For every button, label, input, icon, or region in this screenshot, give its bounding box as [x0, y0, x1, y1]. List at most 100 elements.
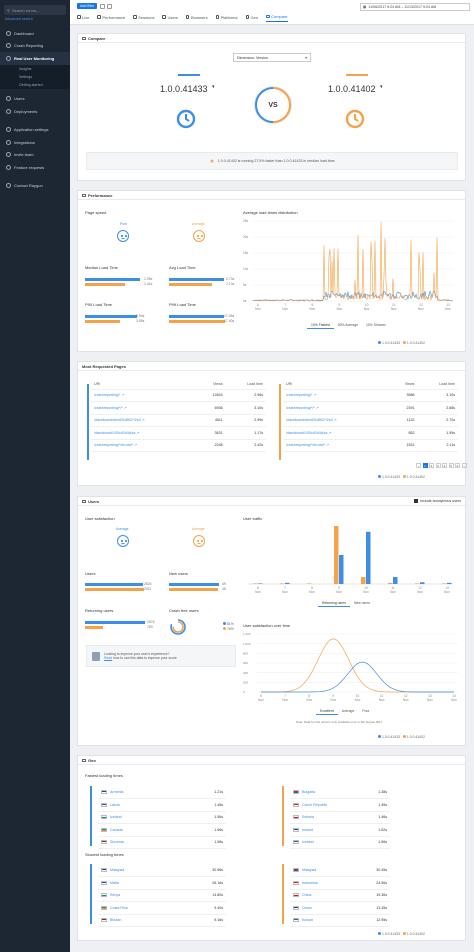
external-link-icon[interactable]: ↗ — [328, 430, 332, 435]
sat-tab-average[interactable]: Average — [341, 709, 355, 713]
tab-users[interactable]: Users — [162, 14, 178, 22]
page-button[interactable]: 2 — [429, 463, 434, 468]
uri-link[interactable]: /crashreporting/*/* — [286, 405, 315, 410]
sidebar-item-contact[interactable]: Contact Raygun — [0, 180, 70, 193]
dist-tab-fastest[interactable]: 10% Fastest — [307, 322, 334, 329]
tab-live[interactable]: Live — [77, 14, 89, 22]
traffic-tab-returning[interactable]: Returning users — [318, 600, 350, 607]
x-tick-label: 13 — [428, 694, 432, 698]
external-link-icon[interactable]: ↗ — [121, 393, 125, 398]
tab-geo[interactable]: Geo — [245, 14, 258, 22]
external-link-icon[interactable]: ↗ — [326, 443, 330, 448]
country-link[interactable]: Bulgaria — [302, 789, 316, 794]
country-link[interactable]: Iceland — [302, 840, 314, 845]
include-anon-toggle[interactable]: Include anonymous users — [414, 499, 461, 503]
sidebar-item-feature-requests[interactable]: Feature requests — [0, 161, 70, 174]
next-page-button[interactable]: › — [461, 463, 467, 468]
version-b-dropdown[interactable]: ▾ — [380, 84, 383, 90]
sat-tab-poor[interactable]: Poor — [362, 709, 370, 713]
tab-platforms[interactable]: Platforms — [215, 14, 238, 22]
add-filter-button[interactable]: Add filter — [77, 3, 98, 9]
crash-free-a: 81% — [223, 622, 234, 626]
x-tick-month: Nov — [336, 590, 342, 594]
page-button[interactable]: 4 — [442, 463, 447, 468]
sidebar-item-invite-team[interactable]: Invite team — [0, 149, 70, 162]
country-link[interactable]: Canada — [110, 827, 123, 832]
country-link[interactable]: Costa Rica — [110, 905, 128, 910]
country-link[interactable]: Bhutan — [110, 918, 122, 923]
external-link-icon[interactable]: ↗ — [313, 393, 317, 398]
page-button[interactable]: 6 — [455, 463, 460, 468]
dist-tab-slowest[interactable]: 10% Slowest — [365, 323, 386, 327]
external-link-icon[interactable]: ↗ — [315, 405, 319, 410]
country-link[interactable]: China — [302, 893, 312, 898]
table-row: /dashboard/100cd2d4d/cs ↗ 3631 1.17s — [91, 426, 266, 440]
uri-link[interactable]: /dashboard/ahe83hdfk3?/2e4 — [286, 418, 333, 423]
sidebar-item-rum[interactable]: Real User Monitoring — [0, 52, 70, 65]
country-link[interactable]: Estonia — [302, 815, 314, 820]
x-tick-label: 10 — [364, 586, 368, 590]
uri-link[interactable]: /crashreporting/* — [286, 393, 313, 398]
country-link[interactable]: Latvia — [110, 802, 120, 807]
page-button[interactable]: 1 — [422, 463, 428, 468]
country-link[interactable]: Kenya — [110, 893, 121, 898]
sidebar-item-app-settings[interactable]: Application settings — [0, 124, 70, 137]
tab-browsers[interactable]: Browsers — [185, 14, 208, 22]
sidebar-sub-getting-started[interactable]: Getting started — [19, 82, 43, 87]
sidebar-item-dashboard[interactable]: Dashboard — [0, 27, 70, 40]
country-link[interactable]: Slovenia — [110, 840, 124, 845]
sidebar-item-crash-reporting[interactable]: Crash Reporting — [0, 40, 70, 53]
sat-tab-excellent[interactable]: Excellent — [316, 708, 338, 715]
sidebar-sub-settings[interactable]: Settings — [19, 74, 32, 79]
date-range-picker[interactable]: ▦ 11/06/2017 9:24 AM – 11/13/2017 9:24 A… — [360, 3, 470, 11]
external-link-icon[interactable]: ↗ — [123, 405, 127, 410]
uri-link[interactable]: /dashboard/100cd2d4d/cs — [286, 430, 328, 435]
country-link[interactable]: Indonesia — [302, 880, 318, 885]
dist-tab-average[interactable]: 80% Average — [337, 323, 358, 327]
external-link-icon[interactable]: ↗ — [141, 418, 145, 423]
country-link[interactable]: Malta — [110, 880, 119, 885]
page-button[interactable]: 3 — [435, 463, 441, 468]
advanced-search-link[interactable]: Advanced search — [5, 17, 33, 21]
sidebar-item-users[interactable]: Users — [0, 93, 70, 106]
country-link[interactable]: Oman — [302, 905, 312, 910]
country-link[interactable]: Iceland — [110, 815, 122, 820]
tab-performance[interactable]: Performance — [97, 14, 125, 22]
uri-link[interactable]: /crashreporting/* — [94, 393, 121, 398]
uri-link[interactable]: /crashreporting/*/errors/* — [94, 443, 134, 448]
globe-icon — [245, 15, 250, 19]
sidebar-item-integrations[interactable]: Integrations — [0, 136, 70, 149]
crash-free-label: Crash free users — [169, 608, 199, 613]
tab-sessions[interactable]: Sessions — [133, 14, 154, 22]
external-link-icon[interactable]: ↗ — [333, 418, 337, 423]
country-link[interactable]: Malaysia — [302, 867, 317, 872]
country-link[interactable]: Armenia — [110, 789, 124, 794]
external-link-icon[interactable]: ↗ — [136, 430, 140, 435]
uri-link[interactable]: /dashboard/100cd2d4d/cs — [94, 430, 136, 435]
uri-link[interactable]: /dashboard/ahe83hdfk3?/2e4 — [94, 418, 141, 423]
save-filter-icon[interactable] — [100, 3, 106, 9]
prev-page-button[interactable]: ‹ — [416, 463, 421, 468]
read-link[interactable]: Read — [104, 656, 113, 660]
external-link-icon[interactable]: ↗ — [134, 443, 138, 448]
sidebar-item-deployments[interactable]: Deployments — [0, 105, 70, 118]
country-link[interactable]: Czech Republic — [302, 802, 328, 807]
country-link[interactable]: Ireland — [302, 827, 313, 832]
country-link[interactable]: Malaysia — [110, 867, 125, 872]
clear-filter-icon[interactable] — [107, 3, 113, 9]
load-time-cell: 1.17s — [225, 426, 266, 440]
version-a-dropdown[interactable]: ▾ — [212, 84, 215, 90]
table-row: Latvia 1.45s — [98, 798, 226, 812]
page-button[interactable]: 5 — [448, 463, 454, 468]
uri-link[interactable]: /crashreporting/*/* — [94, 405, 123, 410]
country-link[interactable]: Kuwait — [302, 918, 313, 923]
search-input[interactable]: ⚲ Search errors... — [4, 5, 66, 15]
uri-link[interactable]: /crashreporting/*/errors/* — [286, 443, 326, 448]
dimension-select[interactable]: Dimension: Version ▾ — [233, 53, 311, 62]
traffic-tab-new[interactable]: New users — [353, 601, 370, 605]
load-time-cell: 2.42s — [225, 439, 266, 452]
tab-compare[interactable]: Compare — [266, 14, 288, 22]
neutral-face-icon — [117, 535, 129, 547]
sidebar-sub-insights[interactable]: Insights — [19, 66, 32, 71]
improve-prompt: Looking to improve your user's experienc… — [86, 645, 236, 667]
